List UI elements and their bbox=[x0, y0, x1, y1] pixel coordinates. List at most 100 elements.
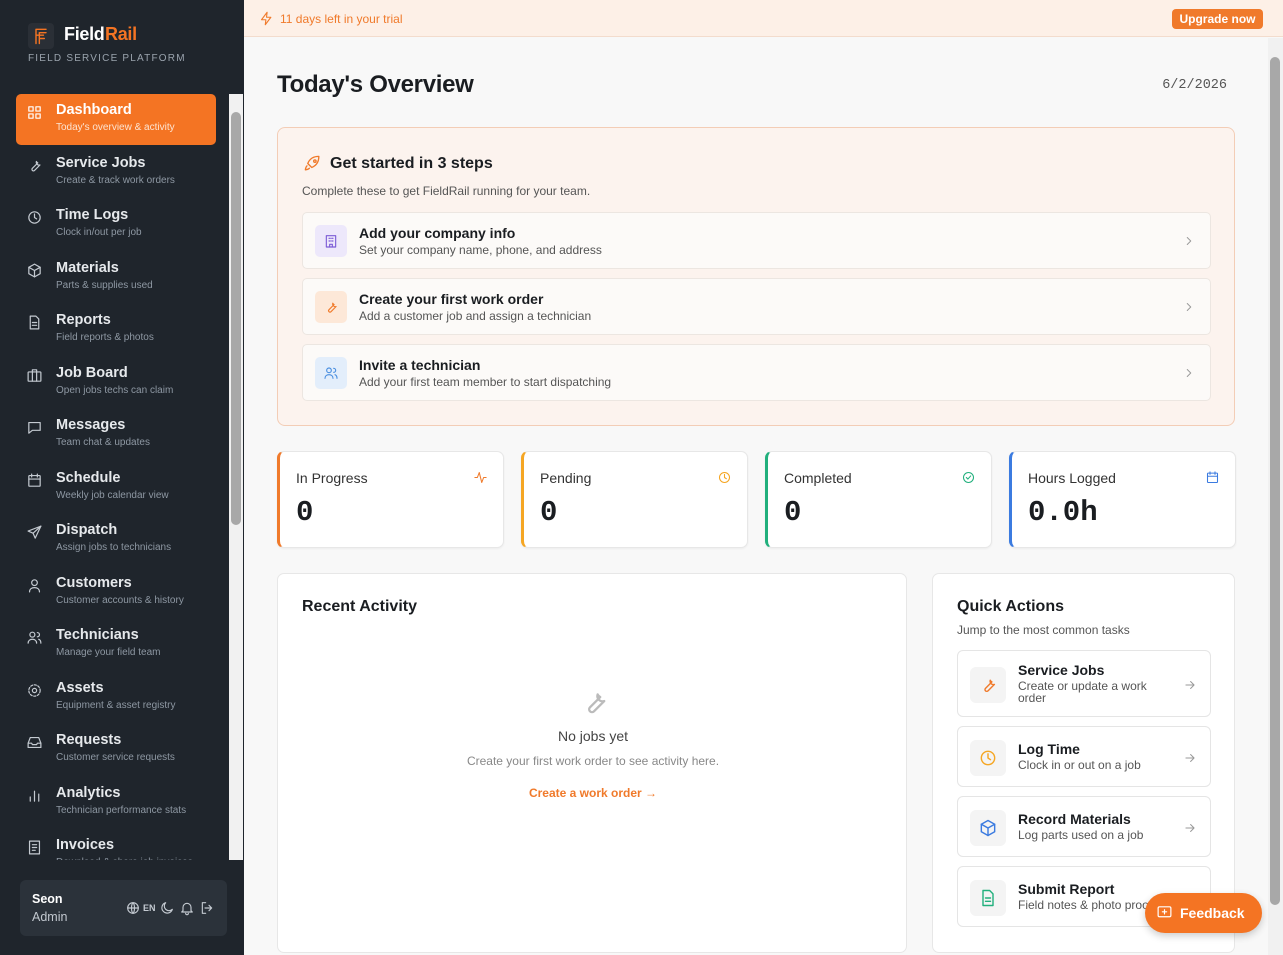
nav-sub: Clock in/out per job bbox=[56, 227, 142, 238]
brand-name: Field bbox=[64, 24, 105, 44]
nav-item[interactable]: Customers Customer accounts & history bbox=[16, 567, 216, 618]
recent-activity-card: Recent Activity No jobs yet Create your fi… bbox=[277, 573, 907, 953]
nav-label: Schedule bbox=[56, 469, 121, 486]
step-title: Create your first work order bbox=[359, 291, 544, 307]
quick-action-title: Service Jobs bbox=[1018, 662, 1105, 678]
nav-icon bbox=[28, 211, 41, 224]
nav-icon bbox=[28, 578, 41, 592]
nav-item[interactable]: Assets Equipment & asset registry bbox=[16, 672, 216, 723]
nav-item[interactable]: Technicians Manage your field team bbox=[16, 619, 216, 670]
language-code[interactable]: EN bbox=[143, 903, 156, 913]
get-started-title: Get started in 3 steps bbox=[330, 155, 493, 172]
main: 11 days left in your trial Upgrade now Tod… bbox=[244, 0, 1283, 955]
feedback-icon bbox=[1157, 906, 1172, 918]
stat-label: Completed bbox=[784, 470, 852, 486]
section-title: Quick Actions bbox=[957, 598, 1064, 615]
user-box: Seon Admin EN bbox=[20, 880, 227, 936]
quick-action-icon bbox=[970, 666, 1006, 703]
empty-title: No jobs yet bbox=[557, 728, 629, 744]
nav-sub: Create & track work orders bbox=[56, 174, 175, 186]
nav-item[interactable]: Job Board Open jobs techs can claim bbox=[16, 357, 216, 408]
nav-sub: Customer service requests bbox=[56, 752, 175, 763]
nav-sub: Assign jobs to technicians bbox=[56, 542, 172, 553]
nav-list: Dashboard Today's overview & activity Serv… bbox=[0, 94, 228, 860]
page-date: 6/2/2026 bbox=[1162, 78, 1227, 93]
section-title: Recent Activity bbox=[302, 598, 417, 615]
nav-icon bbox=[29, 315, 40, 330]
page-scroll-thumb bbox=[1270, 57, 1280, 905]
quick-action-sub: Log parts used on a job bbox=[1018, 828, 1144, 842]
step-icon bbox=[315, 225, 347, 257]
user-name: Seon bbox=[32, 892, 63, 906]
nav-icon bbox=[27, 631, 42, 644]
quick-action-icon bbox=[970, 809, 1006, 846]
nav-icon bbox=[29, 790, 40, 802]
nav-item[interactable]: Analytics Technician performance stats bbox=[16, 777, 216, 828]
step-row[interactable]: Create your first work order Add a custom… bbox=[302, 278, 1211, 335]
create-link[interactable]: Create a work order → bbox=[528, 786, 658, 800]
quick-action[interactable]: Log Time Clock in or out on a job bbox=[957, 726, 1211, 787]
nav-sub: Customer accounts & history bbox=[56, 594, 184, 606]
nav-label: Messages bbox=[56, 417, 126, 433]
nav-sub: Download & share job invoices bbox=[56, 857, 193, 860]
notifications bbox=[181, 902, 193, 916]
nav-item[interactable]: Dispatch Assign jobs to technicians bbox=[16, 514, 216, 565]
step-row[interactable]: Add your company info Set your company na… bbox=[302, 212, 1211, 269]
nav-item[interactable]: Schedule Weekly job calendar view bbox=[16, 462, 216, 513]
stat-icon bbox=[474, 471, 487, 484]
stat-card: Pending 0 bbox=[521, 451, 748, 548]
step-glyph bbox=[325, 235, 337, 248]
nav-label: Assets bbox=[56, 679, 104, 696]
quick-action-glyph bbox=[984, 679, 996, 692]
quick-action-sub: Clock in or out on a job bbox=[1018, 758, 1141, 772]
nav-label: Customers bbox=[56, 574, 132, 591]
nav-label: Analytics bbox=[56, 784, 121, 801]
nav-icon bbox=[28, 106, 41, 119]
nav-icon bbox=[28, 683, 41, 697]
nav-item[interactable]: Requests Customer service requests bbox=[16, 724, 216, 775]
rocket-icon bbox=[304, 155, 320, 171]
step-glyph bbox=[328, 302, 337, 313]
nav-item[interactable]: Messages Team chat & updates bbox=[16, 409, 216, 460]
nav-icon bbox=[31, 160, 41, 171]
quick-action[interactable]: Record Materials Log parts used on a job bbox=[957, 796, 1211, 857]
sidebar-scroll-thumb bbox=[231, 112, 241, 525]
feedback-button[interactable]: Feedback bbox=[1145, 893, 1262, 933]
page-title: Today's Overview bbox=[277, 71, 474, 98]
trial-banner: 11 days left in your trial Upgrade now bbox=[244, 0, 1283, 37]
stat-label: Pending bbox=[540, 470, 592, 486]
nav-icon bbox=[27, 368, 42, 382]
upgrade-button[interactable]: Upgrade now bbox=[1172, 9, 1263, 29]
step-glyph bbox=[324, 367, 338, 379]
stat-icon bbox=[962, 471, 975, 484]
trial-text: 11 days left in your trial bbox=[280, 12, 403, 26]
quick-action-glyph bbox=[980, 750, 996, 765]
quick-actions-card: Quick Actions Jump to the most common tas… bbox=[932, 573, 1235, 953]
feedback-label: Feedback bbox=[1180, 905, 1245, 921]
step-sub: Add your first team member to start disp… bbox=[359, 375, 612, 389]
step-row[interactable]: Invite a technician Add your first team m… bbox=[302, 344, 1211, 401]
nav-sub: Manage your field team bbox=[56, 647, 161, 658]
logout bbox=[201, 902, 213, 914]
arrow bbox=[1185, 823, 1195, 832]
nav-sub: Team chat & updates bbox=[56, 437, 150, 448]
theme-toggle bbox=[161, 902, 173, 914]
nav-item[interactable]: Service Jobs Create & track work orders bbox=[16, 147, 216, 198]
get-started-subtitle: Complete these to get FieldRail running … bbox=[302, 184, 591, 198]
quick-action-glyph bbox=[980, 819, 996, 836]
nav-item[interactable]: Dashboard Today's overview & activity bbox=[16, 94, 216, 145]
nav-icon bbox=[28, 421, 41, 434]
nav-icon bbox=[27, 525, 42, 539]
nav-icon bbox=[28, 473, 41, 487]
nav-item[interactable]: Invoices Download & share job invoices bbox=[16, 829, 216, 860]
trial-icon bbox=[260, 11, 272, 26]
empty-sub: Create your first work order to see acti… bbox=[466, 754, 720, 768]
quick-action[interactable]: Service Jobs Create or update a work orde… bbox=[957, 650, 1211, 717]
stat-value: 0 bbox=[784, 496, 802, 529]
nav-item[interactable]: Time Logs Clock in/out per job bbox=[16, 199, 216, 250]
quick-action-sub: Create or update a work order bbox=[1018, 679, 1147, 705]
nav-item[interactable]: Materials Parts & supplies used bbox=[16, 252, 216, 303]
nav-label: Job Board bbox=[56, 364, 128, 381]
nav-item[interactable]: Reports Field reports & photos bbox=[16, 304, 216, 355]
